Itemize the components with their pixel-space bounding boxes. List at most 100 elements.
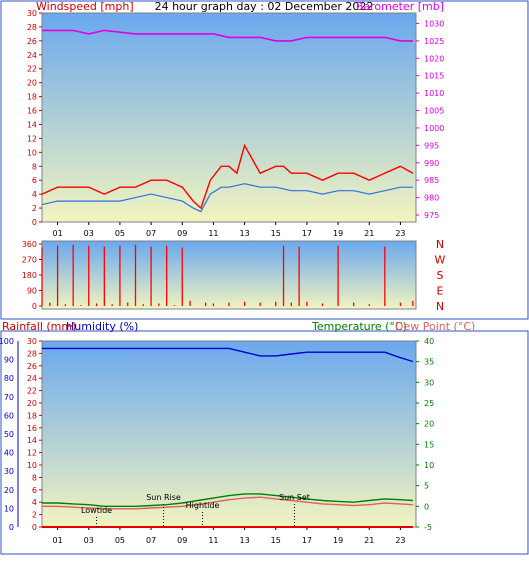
barometer-line (42, 29, 413, 42)
y-tick-label-temperature: 10 (424, 461, 434, 470)
y-tick-label-windspeed: 0 (32, 218, 37, 227)
y-tick-label-rainfall: 8 (32, 473, 37, 482)
x-tick-label-temperature: 13 (239, 536, 249, 545)
x-tick-label-wind: 19 (333, 229, 343, 238)
y-tick-label-windspeed: 22 (27, 65, 37, 74)
y-tick-label-barometer: 990 (424, 159, 439, 168)
y-tick-label-temperature: 0 (424, 502, 429, 511)
y-tick-label-direction: 270 (22, 256, 37, 265)
y-tick-label-barometer: 1000 (424, 124, 444, 133)
y-tick-label-windspeed: 26 (27, 37, 37, 46)
x-tick-label-temperature: 03 (84, 536, 94, 545)
y-tick-label-temperature: 5 (424, 482, 429, 491)
y-tick-label-temperature: 30 (424, 378, 434, 387)
x-tick-label-wind: 13 (239, 229, 249, 238)
y-tick-label-windspeed: 12 (27, 134, 37, 143)
compass-label: N (436, 300, 444, 313)
y-tick-label-direction: 360 (22, 240, 37, 249)
y-tick-label-barometer: 980 (424, 194, 439, 203)
upper-frame (0, 0, 529, 320)
y-tick-label-barometer: 1025 (424, 37, 444, 46)
rainfall-axis-label: Rainfall (mm) (2, 320, 76, 333)
y-tick-label-humidity: 40 (4, 449, 14, 458)
x-tick-label-temperature: 23 (395, 536, 405, 545)
y-tick-label-temperature: -5 (424, 523, 432, 532)
windspeed-line (41, 143, 414, 210)
y-tick-label-humidity: 10 (4, 504, 14, 513)
y-tick-label-rainfall: 4 (32, 498, 37, 507)
compass-label: S (437, 269, 444, 282)
y-tick-label-windspeed: 28 (27, 23, 37, 32)
y-tick-label-windspeed: 2 (32, 204, 37, 213)
temperature-line (42, 493, 413, 507)
y-tick-label-barometer: 1015 (424, 72, 444, 81)
y-tick-label-rainfall: 22 (27, 387, 37, 396)
y-tick-label-direction: 90 (27, 287, 37, 296)
y-tick-label-windspeed: 16 (27, 107, 37, 116)
annotation-label: Lowtide (81, 506, 112, 515)
y-tick-label-humidity: 30 (4, 467, 14, 476)
y-tick-label-humidity: 60 (4, 411, 14, 420)
wind-average-line (41, 183, 413, 213)
x-tick-label-wind: 21 (364, 229, 374, 238)
y-tick-label-barometer: 1020 (424, 54, 444, 63)
humidity-axis-label: Humidity (%) (66, 320, 138, 333)
x-tick-label-wind: 11 (208, 229, 218, 238)
wind-chart: 0246810121416182022242628309759809859909… (27, 9, 445, 238)
y-tick-label-rainfall: 12 (27, 449, 37, 458)
y-tick-label-windspeed: 20 (27, 79, 37, 88)
x-tick-label-wind: 17 (302, 229, 312, 238)
y-tick-label-windspeed: 4 (32, 190, 37, 199)
y-tick-label-temperature: 40 (424, 337, 434, 346)
y-tick-label-windspeed: 30 (27, 9, 37, 18)
x-tick-label-temperature: 15 (271, 536, 281, 545)
y-tick-label-rainfall: 2 (32, 511, 37, 520)
barometer-axis-label: Barometer [mb] (356, 0, 444, 13)
y-tick-label-rainfall: 10 (27, 461, 37, 470)
y-tick-label-direction: 180 (22, 271, 37, 280)
direction-panel (41, 240, 417, 310)
graph-title: 24 hour graph day : 02 December 2022 (155, 0, 374, 13)
x-tick-label-temperature: 21 (364, 536, 374, 545)
y-tick-label-temperature: 15 (424, 440, 434, 449)
compass-label: W (435, 254, 446, 267)
dewpoint-line (42, 496, 413, 510)
x-tick-label-wind: 23 (395, 229, 405, 238)
x-tick-label-wind: 03 (84, 229, 94, 238)
y-tick-label-rainfall: 18 (27, 411, 37, 420)
x-tick-label-temperature: 01 (52, 536, 62, 545)
y-tick-label-windspeed: 8 (32, 162, 37, 171)
lower-frame (0, 330, 529, 555)
x-tick-label-temperature: 07 (146, 536, 156, 545)
x-tick-label-temperature: 11 (208, 536, 218, 545)
temperature-chart: 0102030405060708090100024681012141618202… (0, 337, 434, 545)
x-tick-label-temperature: 09 (177, 536, 187, 545)
x-tick-label-wind: 01 (52, 229, 62, 238)
y-tick-label-humidity: 20 (4, 486, 14, 495)
y-tick-label-rainfall: 20 (27, 399, 37, 408)
y-tick-label-rainfall: 0 (32, 523, 37, 532)
y-tick-label-windspeed: 10 (27, 148, 37, 157)
y-tick-label-humidity: 80 (4, 374, 14, 383)
y-tick-label-rainfall: 6 (32, 486, 37, 495)
y-tick-label-barometer: 1030 (424, 19, 444, 28)
x-tick-label-wind: 05 (115, 229, 125, 238)
x-tick-label-wind: 09 (177, 229, 187, 238)
y-tick-label-windspeed: 18 (27, 93, 37, 102)
y-tick-label-barometer: 1010 (424, 89, 444, 98)
y-tick-label-rainfall: 24 (27, 374, 37, 383)
humidity-line (42, 347, 414, 363)
compass-label: N (436, 238, 444, 251)
y-tick-label-humidity: 50 (4, 430, 14, 439)
compass-label: E (437, 285, 444, 298)
annotation-label: Sun Set (279, 493, 310, 502)
y-tick-label-humidity: 70 (4, 393, 14, 402)
x-tick-label-wind: 15 (271, 229, 281, 238)
y-tick-label-rainfall: 14 (27, 436, 37, 445)
y-tick-label-temperature: 35 (424, 358, 434, 367)
x-tick-label-temperature: 19 (333, 536, 343, 545)
y-tick-label-temperature: 25 (424, 399, 434, 408)
y-tick-label-rainfall: 16 (27, 424, 37, 433)
y-tick-label-windspeed: 6 (32, 176, 37, 185)
